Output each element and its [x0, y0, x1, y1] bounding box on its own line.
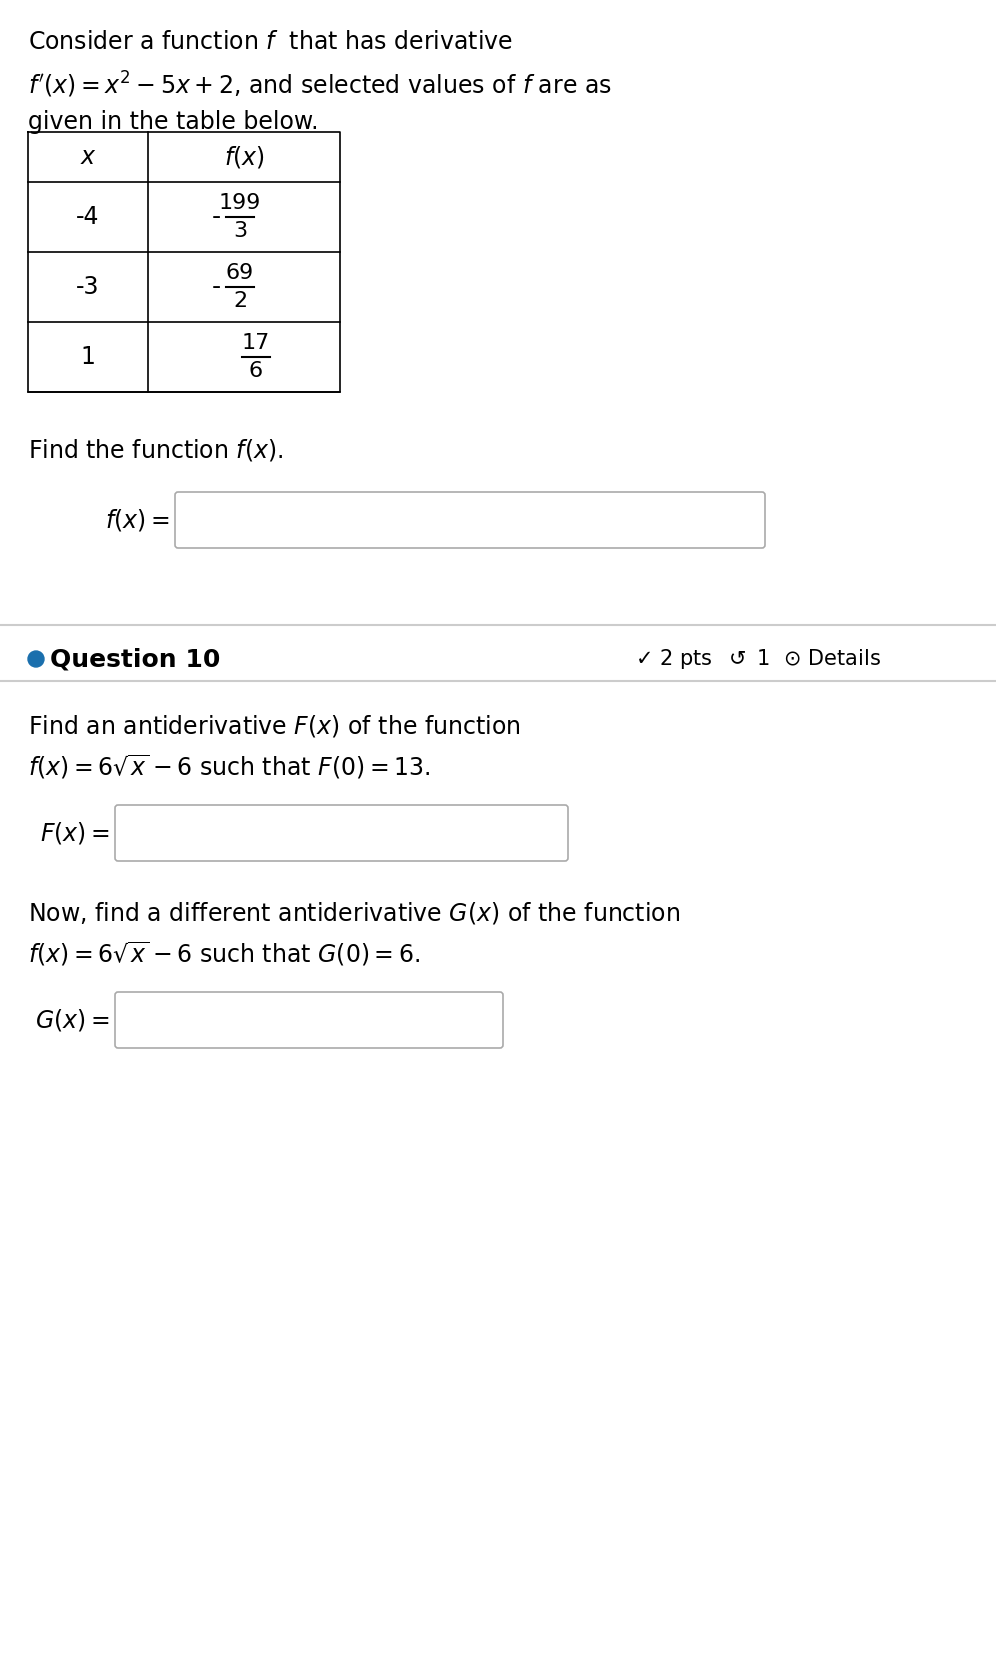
- Text: Question 10: Question 10: [50, 646, 220, 671]
- Text: given in the table below.: given in the table below.: [28, 111, 319, 134]
- Text: 199: 199: [219, 193, 261, 213]
- Text: $f(x) =$: $f(x) =$: [106, 507, 170, 532]
- Text: $f'(x) = x^2 - 5x + 2$, and selected values of $f$ are as: $f'(x) = x^2 - 5x + 2$, and selected val…: [28, 69, 612, 101]
- FancyBboxPatch shape: [115, 992, 503, 1048]
- Text: $F(x) =$: $F(x) =$: [40, 820, 110, 846]
- Circle shape: [28, 651, 44, 668]
- Text: 2: 2: [233, 291, 247, 311]
- FancyBboxPatch shape: [115, 805, 568, 861]
- Text: Find the function $f(x)$.: Find the function $f(x)$.: [28, 436, 284, 463]
- Text: -4: -4: [77, 205, 100, 230]
- Text: 1: 1: [81, 345, 96, 369]
- FancyBboxPatch shape: [175, 493, 765, 549]
- Text: Find an antiderivative $F(x)$ of the function: Find an antiderivative $F(x)$ of the fun…: [28, 712, 521, 739]
- Text: $f(x) = 6\sqrt{x} - 6$ such that $F(0) = 13$.: $f(x) = 6\sqrt{x} - 6$ such that $F(0) =…: [28, 754, 430, 782]
- Text: Consider a function $f$  that has derivative: Consider a function $f$ that has derivat…: [28, 30, 513, 55]
- Text: 6: 6: [249, 360, 263, 380]
- Text: -3: -3: [77, 274, 100, 299]
- Text: $\checkmark$ 2 pts  $\circlearrowleft$ 1  $\odot$ Details: $\checkmark$ 2 pts $\circlearrowleft$ 1 …: [635, 646, 880, 671]
- Text: $G(x) =$: $G(x) =$: [36, 1007, 110, 1033]
- Text: -: -: [211, 274, 220, 299]
- Text: 3: 3: [233, 222, 247, 241]
- Text: -: -: [211, 205, 220, 230]
- Text: $f(x) = 6\sqrt{x} - 6$ such that $G(0) = 6$.: $f(x) = 6\sqrt{x} - 6$ such that $G(0) =…: [28, 941, 420, 969]
- Text: $f(x)$: $f(x)$: [224, 144, 264, 170]
- Text: 69: 69: [226, 263, 254, 283]
- Text: Now, find a different antiderivative $G(x)$ of the function: Now, find a different antiderivative $G(…: [28, 899, 680, 926]
- Text: $x$: $x$: [80, 145, 97, 169]
- Text: 17: 17: [242, 332, 270, 354]
